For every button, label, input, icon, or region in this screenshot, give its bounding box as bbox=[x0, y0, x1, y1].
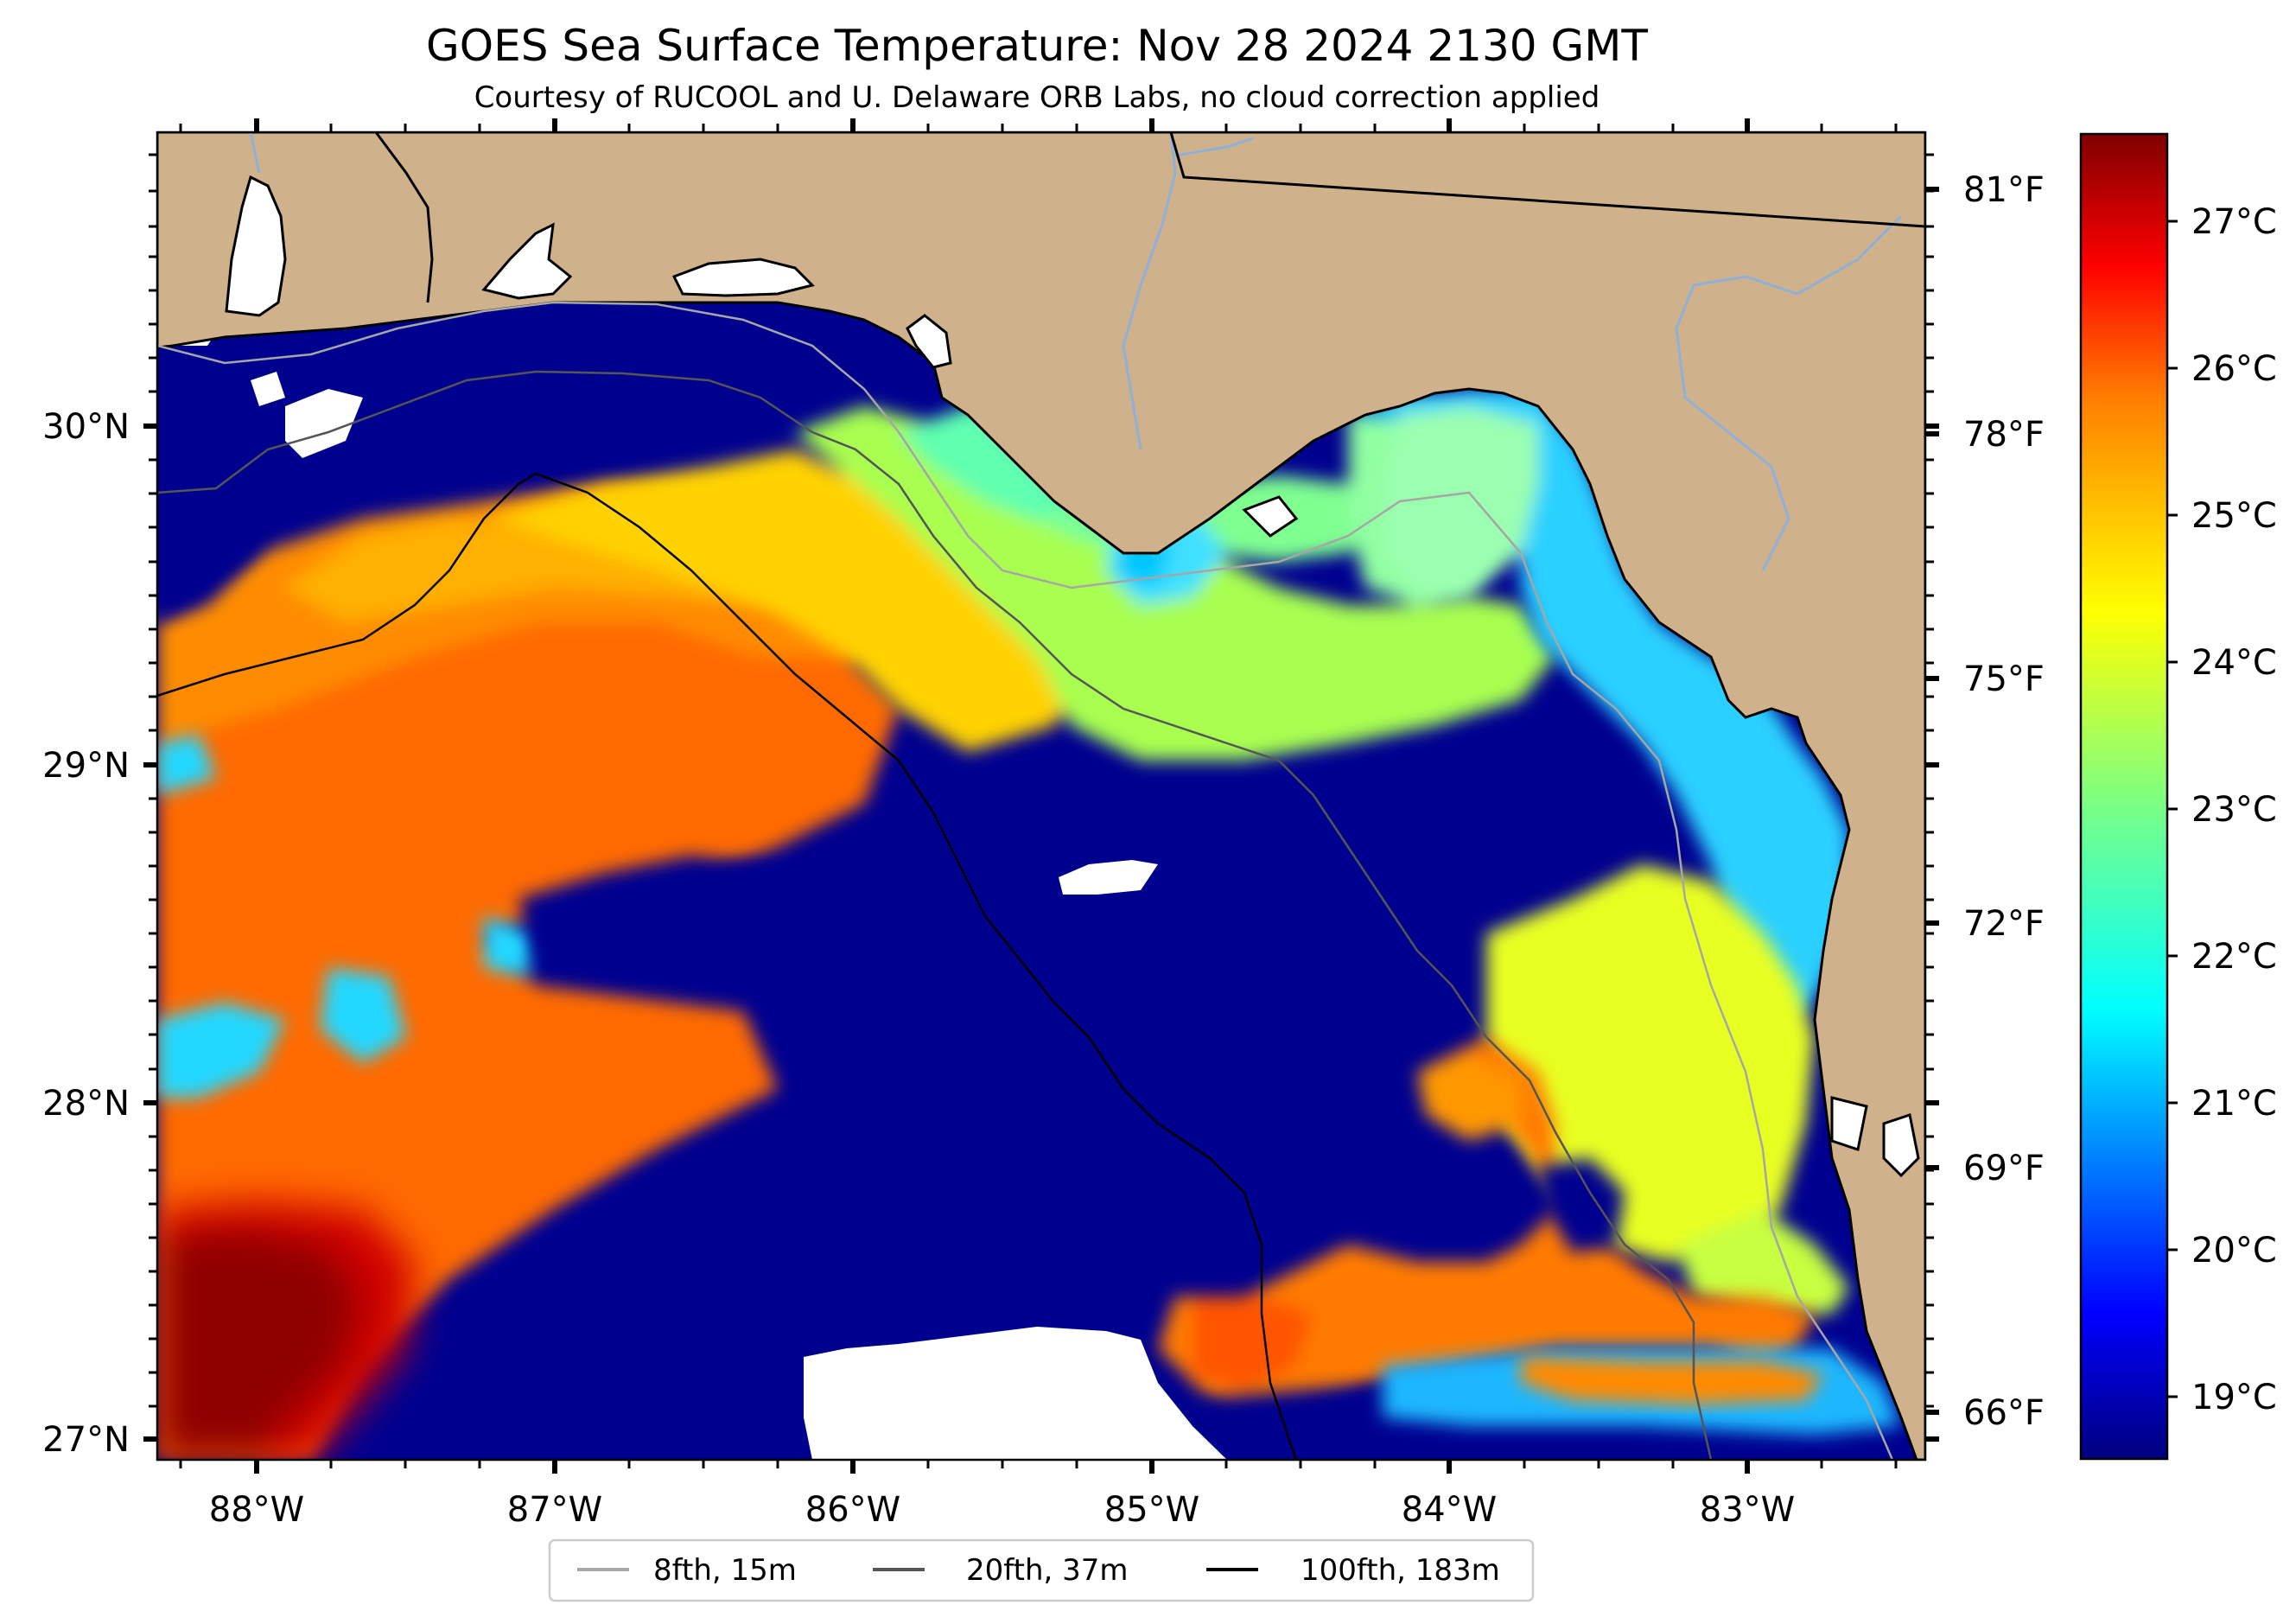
celsius-label: 21°C bbox=[2191, 1084, 2277, 1124]
legend-label-20fth: 20fth, 37m bbox=[966, 1553, 1129, 1588]
celsius-label: 24°C bbox=[2191, 643, 2277, 683]
celsius-label: 26°C bbox=[2191, 349, 2277, 389]
celsius-label: 27°C bbox=[2191, 202, 2277, 242]
map-title: GOES Sea Surface Temperature: Nov 28 202… bbox=[426, 21, 1648, 71]
celsius-label: 20°C bbox=[2191, 1231, 2277, 1271]
lon-minor-ticks bbox=[179, 124, 1898, 1468]
legend-box bbox=[548, 1538, 1535, 1602]
celsius-label: 19°C bbox=[2191, 1378, 2277, 1417]
lon-label: 84°W bbox=[1402, 1490, 1497, 1530]
warm-water-southeast-orange bbox=[1158, 1037, 1815, 1417]
contour-legend: 8fth, 15m 20fth, 37m 100fth, 183m bbox=[548, 1538, 1535, 1602]
warm-strip-south bbox=[1521, 1357, 1823, 1404]
fahrenheit-label: 81°F bbox=[1963, 170, 2045, 210]
lon-label: 85°W bbox=[1104, 1490, 1199, 1530]
lon-label: 87°W bbox=[507, 1490, 602, 1530]
fahrenheit-label: 72°F bbox=[1963, 904, 2045, 944]
coastal-cool-band bbox=[1348, 389, 1849, 1020]
lat-major-ticks bbox=[143, 424, 1939, 1442]
map-subtitle: Courtesy of RUCOOL and U. Delaware ORB L… bbox=[474, 80, 1600, 115]
celsius-label: 25°C bbox=[2191, 496, 2277, 536]
contour-20fth bbox=[157, 370, 1713, 1460]
legend-label-8fth: 8fth, 15m bbox=[653, 1553, 797, 1588]
celsius-labels: 27°C 26°C 25°C 24°C 23°C 22°C 21°C 20°C … bbox=[2191, 202, 2277, 1417]
latitude-labels: 30°N 29°N 28°N 27°N bbox=[42, 407, 130, 1460]
fahrenheit-label: 75°F bbox=[1963, 659, 2045, 699]
celsius-label: 23°C bbox=[2191, 790, 2277, 830]
lat-label: 30°N bbox=[42, 407, 130, 447]
contour-8fth bbox=[157, 301, 1894, 1460]
sst-map bbox=[157, 132, 1925, 1460]
cold-pocket-southeast bbox=[1538, 1158, 1625, 1253]
fahrenheit-label: 78°F bbox=[1963, 415, 2045, 455]
lat-label: 28°N bbox=[42, 1084, 130, 1124]
lon-label: 88°W bbox=[209, 1490, 304, 1530]
lat-label: 29°N bbox=[42, 746, 130, 786]
celsius-label: 22°C bbox=[2191, 937, 2277, 977]
colorbar bbox=[2079, 132, 2169, 1461]
contour-100fth bbox=[157, 472, 1298, 1460]
celsius-ticks bbox=[2167, 220, 2178, 1398]
cool-filaments-west bbox=[157, 735, 536, 1098]
lat-label: 27°N bbox=[42, 1420, 130, 1460]
lon-label: 83°W bbox=[1700, 1490, 1795, 1530]
cold-intrusions-west bbox=[157, 449, 864, 977]
legend-label-100fth: 100fth, 183m bbox=[1301, 1553, 1500, 1588]
map-frame bbox=[156, 131, 1927, 1462]
fahrenheit-label: 69°F bbox=[1963, 1149, 2045, 1188]
lon-major-ticks bbox=[254, 118, 1750, 1474]
bathymetry-contours bbox=[157, 301, 1894, 1460]
longitude-labels: 88°W 87°W 86°W 85°W 84°W 83°W bbox=[209, 1490, 1795, 1530]
very-warm-southwest bbox=[157, 1201, 415, 1460]
fahrenheit-label: 66°F bbox=[1963, 1393, 2045, 1433]
lon-label: 86°W bbox=[805, 1490, 900, 1530]
fahrenheit-ticks bbox=[1925, 187, 1939, 1415]
land-mass bbox=[157, 132, 1925, 1460]
fahrenheit-labels: 81°F 78°F 75°F 72°F 69°F 66°F bbox=[1963, 170, 2045, 1433]
